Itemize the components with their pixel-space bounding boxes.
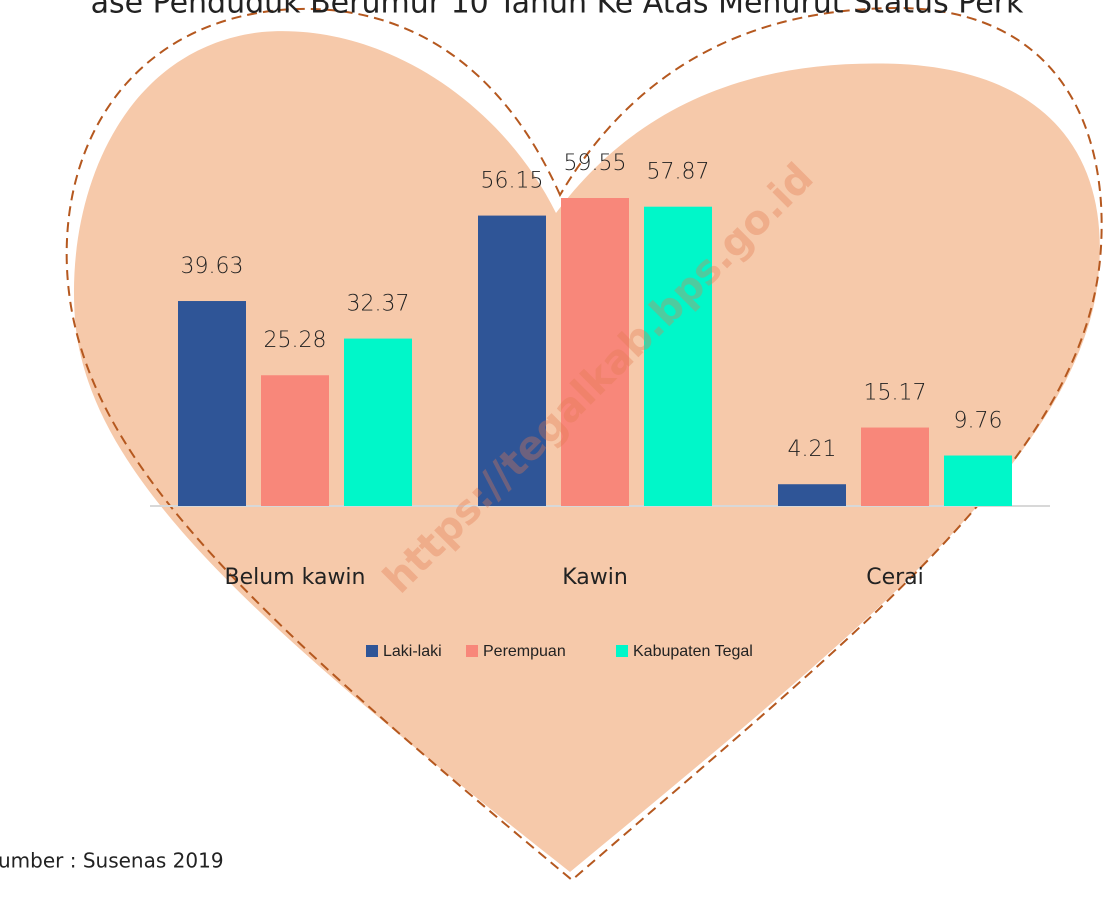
- x-tick-label: Cerai: [866, 565, 924, 590]
- value-label: 15.17: [864, 381, 927, 406]
- value-label: 4.21: [788, 437, 837, 462]
- bar: [178, 301, 246, 506]
- bar: [344, 338, 412, 506]
- bar: [778, 484, 846, 506]
- value-label: 9.76: [954, 409, 1003, 434]
- value-label: 32.37: [347, 292, 410, 317]
- chart-title: ase Penduduk Berumur 10 Tahun Ke Atas Me…: [91, 0, 1024, 21]
- x-tick-label: Belum kawin: [225, 565, 366, 590]
- legend-label: Perempuan: [483, 643, 566, 660]
- source-note: umber : Susenas 2019: [0, 849, 224, 873]
- bar: [644, 206, 712, 507]
- bar: [561, 198, 629, 506]
- bar: [861, 427, 929, 506]
- legend-swatch: [366, 645, 378, 657]
- value-label: 59.55: [564, 151, 627, 176]
- value-label: 25.28: [264, 328, 327, 353]
- bars: 39.63 25.28 32.37 56.15 59.55 57.87 4.21 15.17 9…: [178, 151, 1012, 507]
- bar: [261, 375, 329, 506]
- heart-outline: [65, 6, 1103, 882]
- legend-swatch: [466, 645, 478, 657]
- bar: [944, 455, 1012, 506]
- legend-swatch: [616, 645, 628, 657]
- x-tick-label: Kawin: [562, 565, 628, 590]
- value-label: 39.63: [181, 254, 244, 279]
- legend-label: Laki-laki: [383, 643, 442, 660]
- legend-label: Kabupaten Tegal: [633, 643, 753, 660]
- value-label: 56.15: [481, 169, 544, 194]
- bar: [478, 215, 546, 507]
- value-label: 57.87: [647, 160, 710, 185]
